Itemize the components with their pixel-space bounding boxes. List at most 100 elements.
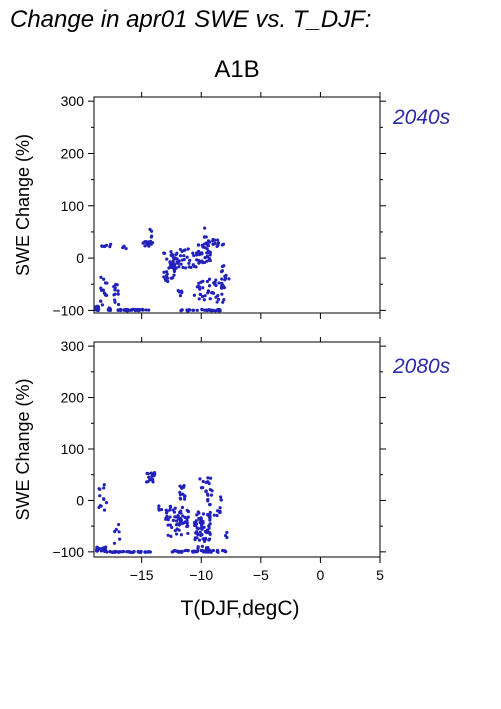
plot-frame	[93, 96, 381, 314]
data-point	[149, 478, 153, 482]
data-point	[102, 508, 107, 512]
data-point	[219, 495, 223, 499]
data-point	[179, 533, 183, 537]
y-axis-label: SWE Change (%)	[13, 134, 33, 276]
data-point	[179, 262, 183, 266]
data-point	[218, 509, 222, 514]
data-point	[122, 244, 126, 248]
data-point	[183, 494, 187, 498]
y-tick-label: 0	[76, 250, 84, 266]
data-point	[216, 297, 221, 302]
data-point	[117, 530, 121, 534]
data-point	[203, 226, 207, 230]
data-point	[118, 308, 123, 313]
data-point	[157, 504, 161, 508]
data-point	[195, 258, 199, 262]
data-point	[96, 308, 100, 312]
data-point	[206, 243, 211, 248]
data-point	[147, 475, 151, 479]
data-point	[198, 477, 202, 481]
data-point	[221, 300, 225, 304]
data-point	[183, 248, 187, 252]
data-point	[209, 493, 214, 497]
data-point	[207, 284, 212, 288]
data-point	[171, 518, 175, 523]
data-point	[208, 503, 212, 507]
data-point	[185, 255, 189, 259]
data-point	[185, 508, 189, 512]
data-point	[222, 298, 226, 302]
data-point	[149, 229, 154, 233]
data-point	[205, 251, 209, 255]
data-point	[207, 537, 212, 541]
data-point	[191, 263, 195, 267]
data-point	[172, 273, 176, 277]
data-point	[113, 298, 117, 302]
data-point	[172, 269, 177, 273]
data-point	[211, 239, 215, 243]
scenario-label: A1B	[214, 56, 260, 83]
panel-label-2080s: 2080s	[393, 355, 451, 378]
data-point	[121, 550, 125, 554]
data-point	[116, 292, 120, 296]
data-point	[165, 270, 169, 274]
data-point	[146, 240, 151, 244]
data-point	[191, 251, 195, 255]
data-point	[214, 278, 218, 282]
data-point	[127, 308, 131, 312]
data-point	[192, 308, 196, 312]
data-point	[205, 279, 209, 284]
data-point	[204, 489, 208, 493]
data-point	[182, 254, 186, 258]
data-point	[185, 309, 190, 313]
data-point	[177, 259, 181, 263]
data-point	[100, 303, 105, 307]
data-point	[198, 530, 202, 534]
data-point	[174, 532, 179, 536]
data-point	[173, 506, 177, 510]
data-point	[144, 308, 148, 312]
data-point	[113, 550, 117, 554]
data-point	[200, 294, 205, 299]
data-point	[195, 308, 199, 312]
y-tick-label: 200	[61, 145, 85, 161]
data-point	[182, 257, 186, 262]
data-point	[211, 242, 215, 246]
data-point	[116, 302, 121, 307]
data-point	[179, 509, 183, 513]
data-point	[123, 308, 128, 312]
data-point	[192, 550, 196, 554]
data-point	[174, 549, 179, 553]
data-point	[102, 277, 106, 281]
data-point	[217, 281, 221, 285]
data-point	[222, 264, 226, 268]
data-point	[108, 245, 112, 249]
data-point	[180, 505, 185, 510]
data-point	[219, 498, 223, 502]
data-point	[114, 527, 118, 532]
data-point	[162, 270, 166, 274]
data-point	[168, 515, 172, 519]
data-point	[220, 292, 224, 296]
data-point	[177, 265, 181, 269]
data-point	[171, 256, 176, 260]
data-point	[194, 253, 199, 257]
data-point	[131, 550, 136, 554]
data-point	[218, 506, 222, 510]
data-point	[143, 240, 147, 244]
data-point	[198, 292, 203, 297]
data-point	[149, 235, 153, 239]
data-point	[178, 484, 182, 488]
data-point	[207, 513, 212, 518]
data-point	[222, 285, 227, 290]
data-point	[174, 519, 179, 523]
data-point	[177, 290, 182, 294]
data-point	[208, 532, 212, 537]
y-tick-label: 200	[61, 390, 85, 406]
data-point	[178, 493, 182, 497]
data-point	[95, 305, 99, 309]
panel-label-2040s: 2040s	[393, 106, 451, 129]
data-point	[137, 308, 141, 312]
data-point	[180, 522, 184, 526]
